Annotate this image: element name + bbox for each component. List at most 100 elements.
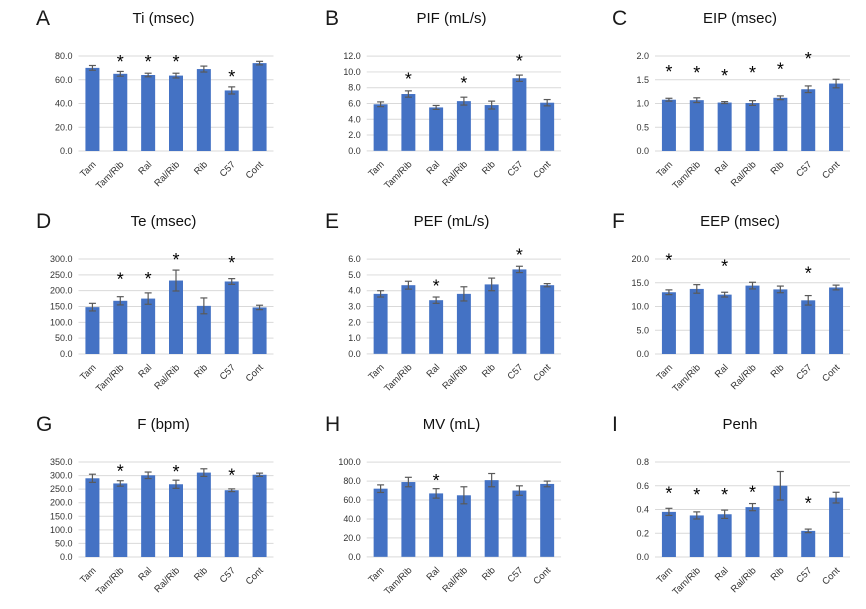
x-category-label: Rib [480, 565, 498, 583]
y-axis-tick-label: 20.0 [631, 254, 649, 264]
chart-panel-h: H MV (mL) 0.0 20.0 40.0 60.0 80.0 100.0 Tam Tam… [289, 406, 576, 609]
x-category-label: Cont [244, 565, 266, 587]
bar-chart-plot: 0.0 50.0 100.0 150.0 200.0 250.0 300.0 Tam * Tam/… [50, 250, 274, 395]
y-axis-tick-label: 3.0 [348, 301, 360, 311]
panel-letter: B [325, 7, 340, 30]
bar [252, 307, 267, 354]
y-axis-tick-label: 4.0 [348, 114, 360, 124]
y-axis-tick-label: 100.0 [50, 317, 73, 327]
x-category-label: C57 [505, 362, 525, 382]
panel-letter: D [36, 210, 52, 233]
bar [512, 78, 527, 151]
chart-panel-g: G F (bpm) 0.0 50.0 100.0 150.0 200.0 250.0 300… [0, 406, 289, 609]
y-axis-tick-label: 15.0 [631, 278, 649, 288]
chart-title: EIP (msec) [703, 10, 777, 27]
y-axis-tick-label: 0.4 [636, 505, 649, 515]
y-axis-tick-label: 200.0 [50, 286, 73, 296]
x-category-label: Ral [136, 159, 154, 177]
x-category-label: Ral/Rib [440, 362, 470, 392]
significance-asterisk: * [693, 485, 700, 505]
y-axis-tick-label: 0.0 [348, 349, 360, 359]
bar [196, 305, 211, 354]
significance-asterisk: * [665, 483, 672, 503]
bar [484, 105, 499, 151]
y-axis-tick-label: 4.0 [348, 286, 360, 296]
chart-title: Te (msec) [130, 213, 197, 230]
bar [689, 288, 704, 354]
bar [773, 97, 788, 151]
bar [169, 75, 183, 151]
y-axis-tick-label: 0.0 [60, 552, 73, 562]
y-axis-tick-label: 50.0 [55, 333, 73, 343]
bar [540, 483, 555, 557]
bar [689, 100, 704, 151]
bar [484, 480, 499, 557]
y-axis-tick-label: 0.5 [636, 122, 649, 132]
bar [512, 490, 527, 557]
y-axis-tick-label: 60.0 [55, 75, 73, 85]
significance-asterisk: * [433, 470, 440, 490]
bar [540, 285, 555, 354]
x-category-label: Tam/Rib [94, 565, 126, 597]
y-axis-tick-label: 20.0 [343, 533, 360, 543]
y-axis-tick-label: 5.0 [636, 325, 649, 335]
significance-asterisk: * [721, 485, 728, 505]
y-axis-tick-label: 1.5 [636, 75, 649, 85]
y-axis-tick-label: 1.0 [348, 333, 360, 343]
bar [456, 495, 471, 557]
bar [141, 75, 156, 151]
y-axis-tick-label: 2.0 [348, 130, 360, 140]
bar [85, 478, 100, 557]
x-category-label: Tam [655, 565, 676, 586]
x-category-label: Tam/Rib [382, 565, 414, 597]
y-axis-tick-label: 10.0 [631, 302, 649, 312]
bar [801, 530, 816, 557]
bar [196, 69, 211, 151]
x-category-label: Ral/Rib [729, 565, 759, 595]
x-category-label: Rib [769, 159, 787, 177]
bar [484, 284, 499, 354]
chart-panel-b: B PIF (mL/s) 0.0 2.0 4.0 6.0 8.0 10.0 12.0 Tam *… [289, 0, 576, 203]
significance-asterisk: * [805, 263, 812, 283]
y-axis-tick-label: 0.0 [636, 146, 649, 156]
significance-asterisk: * [749, 63, 756, 83]
x-category-label: Ral/Rib [152, 565, 182, 595]
significance-asterisk: * [693, 63, 700, 83]
panel-letter: H [325, 413, 341, 436]
bar [661, 511, 676, 557]
x-category-label: Rib [769, 362, 787, 380]
significance-asterisk: * [777, 59, 784, 79]
y-axis-tick-label: 20.0 [55, 122, 73, 132]
panel-letter: G [36, 413, 53, 436]
bar [224, 490, 239, 557]
bar [661, 99, 676, 151]
significance-asterisk: * [228, 67, 235, 87]
y-axis-tick-label: 350.0 [50, 457, 73, 467]
bar [717, 102, 732, 151]
x-category-label: C57 [218, 159, 238, 179]
y-axis-tick-label: 100.0 [338, 457, 360, 467]
x-category-label: Rib [192, 362, 210, 380]
bar [196, 472, 211, 557]
x-category-label: Ral [713, 159, 731, 177]
x-category-label: Cont [244, 159, 266, 181]
x-category-label: C57 [505, 565, 525, 585]
bar [456, 293, 471, 354]
x-category-label: Ral [713, 362, 731, 380]
x-category-label: Ral/Rib [152, 159, 182, 189]
significance-asterisk: * [749, 483, 756, 503]
x-category-label: Ral [136, 362, 154, 380]
significance-asterisk: * [172, 52, 179, 72]
chart-panel-d: D Te (msec) 0.0 50.0 100.0 150.0 200.0 250.0 3… [0, 203, 289, 406]
panel-letter: A [36, 7, 51, 30]
bar [773, 485, 788, 557]
bar [252, 474, 267, 557]
x-category-label: C57 [218, 565, 238, 585]
x-category-label: Rib [480, 362, 498, 380]
bar [745, 507, 760, 557]
x-category-label: Cont [531, 362, 553, 384]
x-category-label: Tam [366, 362, 386, 382]
chart-panel-a: A Ti (msec) 0.0 20.0 40.0 60.0 80.0 Tam * Tam/R… [0, 0, 289, 203]
bar [717, 294, 732, 354]
